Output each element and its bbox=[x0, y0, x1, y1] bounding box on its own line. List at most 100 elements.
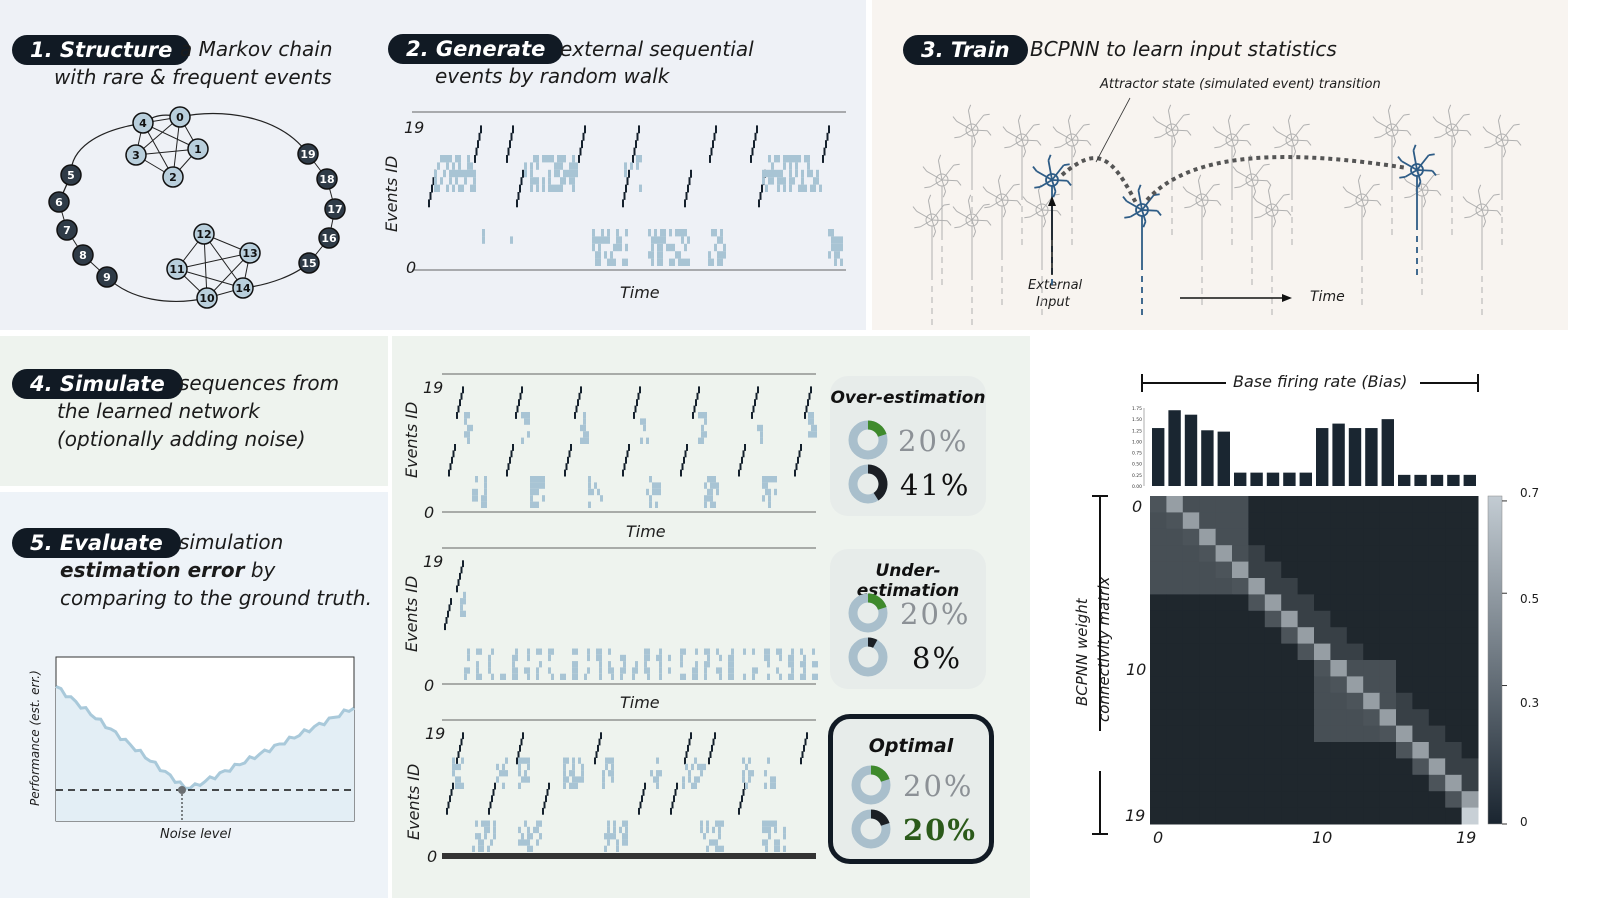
weight-cell bbox=[1412, 774, 1430, 792]
raster-mark bbox=[458, 155, 461, 163]
raster-mark bbox=[803, 673, 806, 680]
raster-mark bbox=[668, 667, 671, 674]
raster-mark bbox=[805, 405, 808, 413]
weight-cell bbox=[1346, 758, 1364, 776]
external-input-label-line2: Input bbox=[1036, 295, 1070, 310]
raster-mark bbox=[604, 845, 607, 852]
raster-mark bbox=[765, 845, 768, 852]
raster-mark bbox=[756, 125, 758, 134]
raster-mark bbox=[575, 169, 578, 178]
raster-mark bbox=[605, 763, 608, 771]
raster-mark bbox=[597, 488, 600, 496]
raster-mark bbox=[688, 738, 691, 746]
raster-mark bbox=[762, 169, 765, 178]
raster-mark bbox=[472, 845, 475, 852]
raster-mark bbox=[542, 807, 544, 815]
overestimation-reference-donut bbox=[848, 420, 888, 460]
raster-mark bbox=[533, 826, 536, 834]
raster-mark bbox=[527, 839, 530, 846]
raster-mark bbox=[680, 648, 683, 655]
weight-cell bbox=[1150, 594, 1167, 612]
markov-node bbox=[298, 252, 320, 274]
markov-node-label: 9 bbox=[103, 271, 111, 284]
raster-mark bbox=[455, 169, 458, 178]
raster-mark bbox=[458, 782, 461, 789]
raster-mark bbox=[476, 661, 479, 668]
weight-cell bbox=[1461, 496, 1479, 513]
weights-figure: 1.751.501.251.000.750.500.250.00 bbox=[1092, 374, 1507, 835]
raster-mark bbox=[644, 654, 647, 662]
raster-mark bbox=[587, 648, 590, 655]
raster-mark bbox=[684, 243, 687, 252]
raster-mark bbox=[752, 667, 755, 674]
weight-cell bbox=[1264, 545, 1282, 563]
raster-mark bbox=[575, 405, 578, 413]
raster-mark bbox=[475, 488, 478, 496]
raster-mark bbox=[491, 795, 493, 803]
raster-mark bbox=[482, 229, 485, 237]
raster-mark bbox=[656, 782, 659, 789]
raster-mark bbox=[814, 431, 817, 438]
raster-mark bbox=[783, 845, 786, 852]
raster-mark bbox=[774, 820, 777, 827]
raster-mark bbox=[622, 833, 625, 840]
weight-cell bbox=[1363, 496, 1381, 513]
raster-mark bbox=[708, 757, 710, 765]
step-simulate-label: 4. Simulate bbox=[12, 369, 183, 399]
raster-mark bbox=[812, 661, 815, 668]
raster-mark bbox=[484, 476, 487, 483]
weight-cell bbox=[1248, 758, 1266, 776]
raster-mark bbox=[771, 177, 774, 185]
raster-mark bbox=[710, 495, 713, 502]
weight-cell bbox=[1297, 692, 1315, 710]
weight-cell bbox=[1396, 528, 1413, 546]
weight-cell bbox=[1215, 643, 1233, 661]
raster-mark bbox=[462, 732, 464, 740]
raster-mark bbox=[728, 667, 731, 674]
weight-cell bbox=[1232, 725, 1249, 743]
weight-cell bbox=[1412, 791, 1430, 809]
markov-node-label: 5 bbox=[67, 169, 75, 182]
weight-cell bbox=[1445, 578, 1463, 595]
weight-cell bbox=[1461, 742, 1479, 759]
raster-mark bbox=[637, 392, 640, 400]
raster-mark bbox=[806, 732, 808, 740]
raster-mark bbox=[622, 258, 625, 266]
raster-mark bbox=[476, 648, 479, 655]
raster-mark bbox=[569, 177, 572, 185]
raster-mark bbox=[741, 795, 743, 803]
bias-bar bbox=[1152, 428, 1165, 486]
weight-cell bbox=[1182, 725, 1200, 743]
raster-mark bbox=[512, 661, 515, 668]
raster-mark bbox=[459, 572, 461, 580]
neuron-icon bbox=[1397, 144, 1437, 280]
raster-mark bbox=[566, 776, 569, 783]
raster-mark bbox=[601, 236, 604, 244]
raster-mark bbox=[752, 648, 755, 655]
raster-mark bbox=[625, 820, 628, 827]
raster-mark bbox=[551, 648, 554, 655]
raster-mark bbox=[464, 177, 467, 185]
raster-mark bbox=[625, 833, 628, 840]
raster-mark bbox=[768, 501, 771, 508]
raster-mark bbox=[757, 424, 760, 432]
weight-cell bbox=[1412, 660, 1430, 677]
weight-cell bbox=[1379, 758, 1397, 776]
raster-mark bbox=[659, 770, 662, 777]
raster-mark bbox=[597, 744, 599, 752]
markov-node-label: 4 bbox=[139, 117, 147, 130]
raster-mark bbox=[452, 782, 454, 790]
markov-node bbox=[72, 244, 94, 266]
transition-path bbox=[1060, 156, 1139, 206]
weight-cell bbox=[1281, 807, 1299, 825]
raster-mark bbox=[708, 258, 711, 266]
raster-mark bbox=[721, 820, 724, 827]
raster-mark bbox=[742, 776, 745, 783]
raster-mark bbox=[808, 412, 811, 419]
raster-mark bbox=[750, 155, 752, 163]
weight-cell bbox=[1461, 594, 1479, 612]
raster-mark bbox=[601, 229, 604, 237]
raster-mark bbox=[459, 399, 461, 407]
raster-mark bbox=[816, 177, 819, 185]
generate-caption-line2: events by random walk bbox=[435, 64, 670, 88]
